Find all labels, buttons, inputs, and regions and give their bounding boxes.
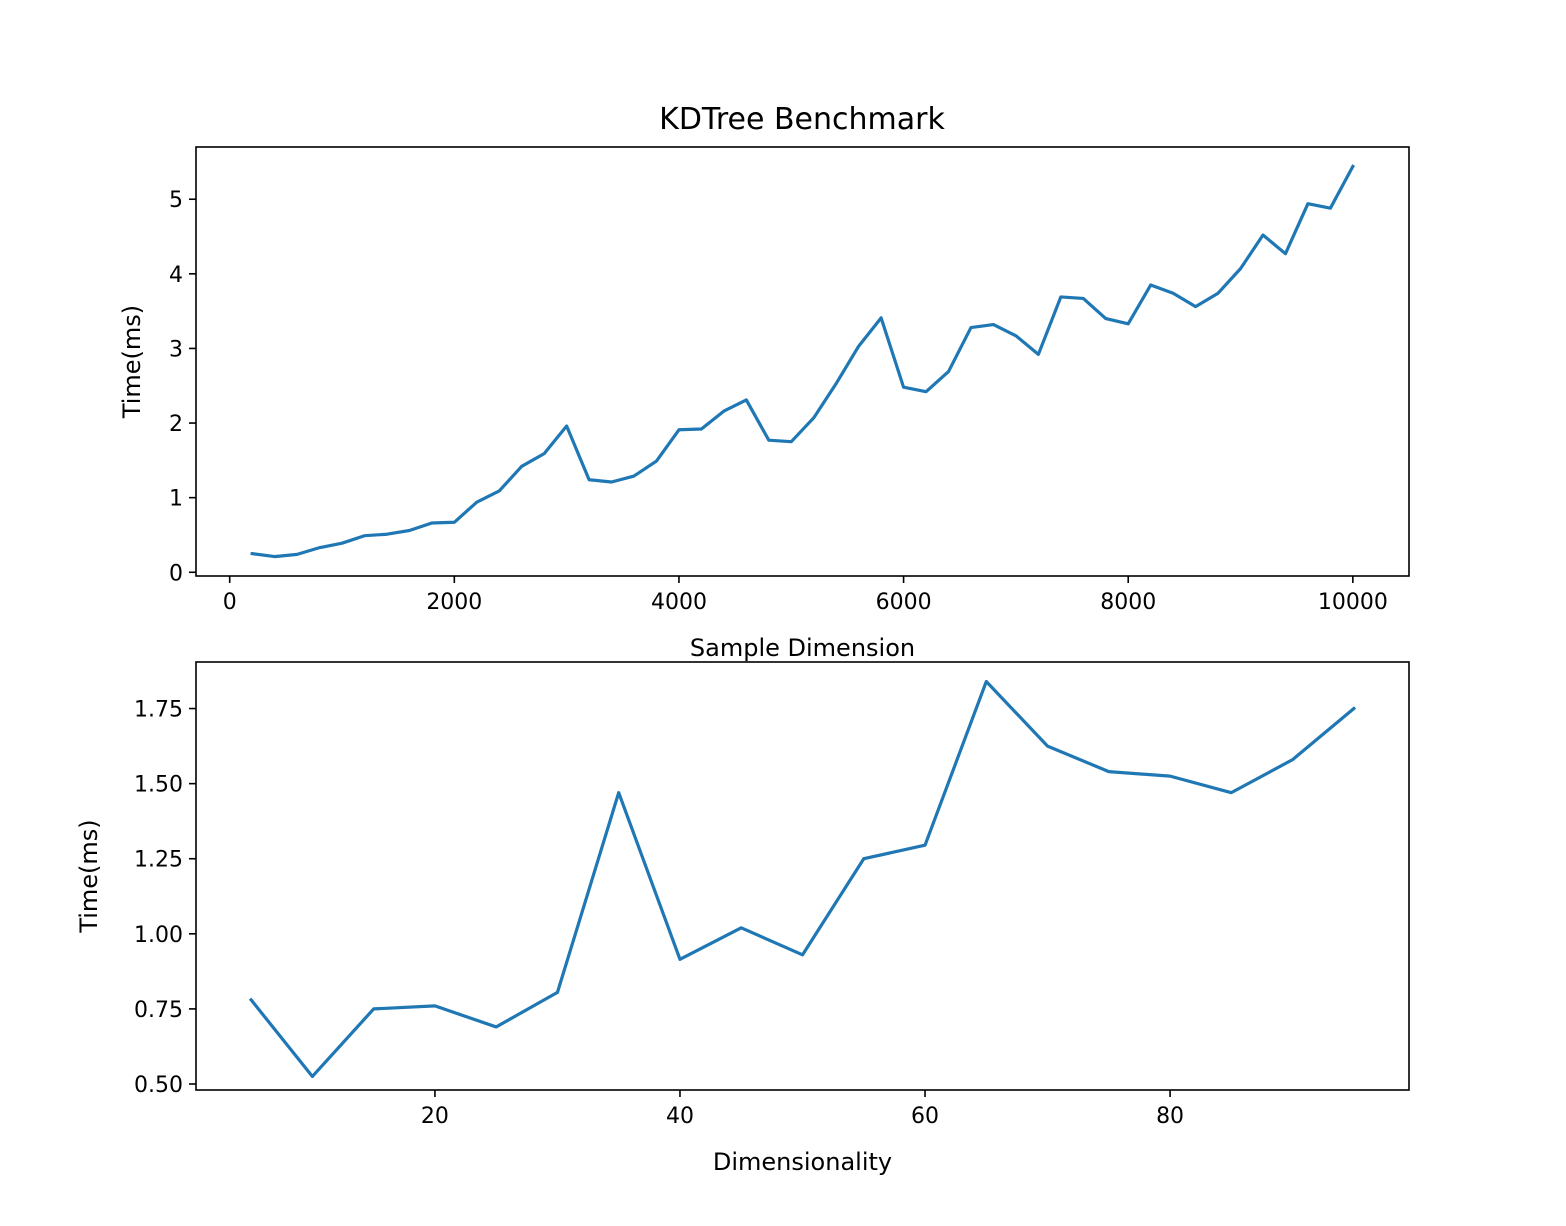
x-tick-label: 2000 bbox=[426, 590, 482, 615]
x-tick-label: 4000 bbox=[651, 590, 707, 615]
x-tick-label: 6000 bbox=[876, 590, 932, 615]
y-tick-label: 5 bbox=[169, 188, 183, 213]
y-tick-label: 1.75 bbox=[134, 698, 183, 723]
y-tick-label: 0 bbox=[169, 561, 183, 586]
y-tick-label: 0.50 bbox=[134, 1073, 183, 1098]
y-tick-label: 1.00 bbox=[134, 923, 183, 948]
x-tick-label: 0 bbox=[223, 590, 237, 615]
y-tick-label: 1 bbox=[169, 487, 183, 512]
y-tick-label: 1.25 bbox=[134, 848, 183, 873]
x-axis-label: Dimensionality bbox=[713, 1148, 892, 1176]
plot-frame-0 bbox=[195, 146, 1410, 577]
x-tick-label: 10000 bbox=[1318, 590, 1388, 615]
series-line-1-0 bbox=[248, 679, 1357, 1079]
bottom-subplot: 20 40 60 80 0.50 0.75 1.00 1.25 1.50 1.75 Dimensio… bbox=[75, 661, 1410, 1176]
y-tick-label: 2 bbox=[169, 412, 183, 437]
y-axis-label: Time(ms) bbox=[118, 305, 146, 419]
chart-title: KDTree Benchmark bbox=[659, 102, 945, 137]
y-tick-label: 0.75 bbox=[134, 998, 183, 1023]
x-axis-label: Sample Dimension bbox=[690, 634, 915, 662]
x-tick-label: 8000 bbox=[1100, 590, 1156, 615]
y-tick-label: 1.50 bbox=[134, 773, 183, 798]
x-tick-label: 80 bbox=[1156, 1104, 1184, 1129]
x-tick-label: 40 bbox=[666, 1104, 694, 1129]
plot-frame-1 bbox=[195, 661, 1410, 1091]
y-axis-label: Time(ms) bbox=[75, 819, 103, 933]
top-subplot: 0 2000 4000 6000 8000 10000 0 1 2 3 4 5 Sample Dimen… bbox=[118, 146, 1410, 662]
y-tick-label: 3 bbox=[169, 337, 183, 362]
y-tick-label: 4 bbox=[169, 263, 183, 288]
x-tick-label: 60 bbox=[911, 1104, 939, 1129]
series-line-0-0 bbox=[250, 164, 1356, 559]
x-tick-label: 20 bbox=[421, 1104, 449, 1129]
